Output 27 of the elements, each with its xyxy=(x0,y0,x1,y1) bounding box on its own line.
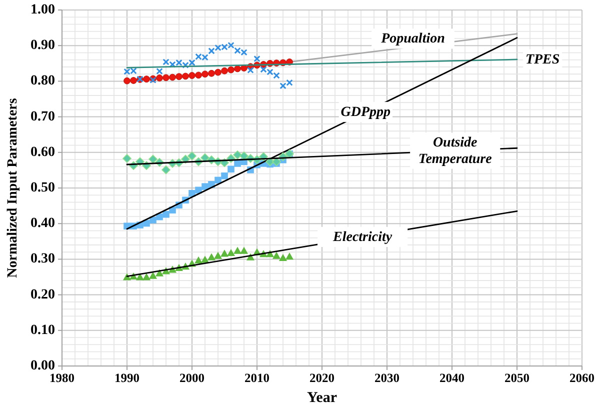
x-tick-label: 1990 xyxy=(114,371,140,385)
x-axis-title: Year xyxy=(307,390,338,406)
y-tick-label: 0.70 xyxy=(30,109,55,124)
series-label: Outside Temperature xyxy=(418,135,492,166)
y-tick-label: 0.40 xyxy=(30,216,55,232)
y-tick-label: 0.20 xyxy=(30,287,55,302)
y-tick-label: 0.60 xyxy=(30,144,55,160)
y-tick-label: 0.10 xyxy=(30,322,55,338)
x-tick-label: 1980 xyxy=(50,371,74,385)
series-label: TPES xyxy=(525,52,560,67)
x-tick-label: 2020 xyxy=(310,371,334,385)
y-tick-label: 0.00 xyxy=(30,358,55,374)
x-tick-label: 2040 xyxy=(440,371,464,385)
x-tick-label: 2060 xyxy=(570,371,594,385)
x-tick-label: 2050 xyxy=(504,371,530,385)
y-tick-label: 0.90 xyxy=(30,38,55,54)
series-label: Popualtion xyxy=(381,31,446,46)
y-tick-label: 0.80 xyxy=(30,74,55,89)
y-tick-label: 0.30 xyxy=(30,252,55,267)
series-label: Electricity xyxy=(332,229,393,244)
x-tick-label: 2010 xyxy=(244,371,270,385)
y-axis-title: Normalized Input Parameters xyxy=(6,98,20,278)
y-tick-label: 1.00 xyxy=(30,2,55,18)
x-tick-label: 2030 xyxy=(374,371,400,385)
series-label: GDPppp xyxy=(340,104,391,120)
y-tick-label: 0.50 xyxy=(30,180,55,196)
x-tick-label: 2000 xyxy=(180,371,204,385)
